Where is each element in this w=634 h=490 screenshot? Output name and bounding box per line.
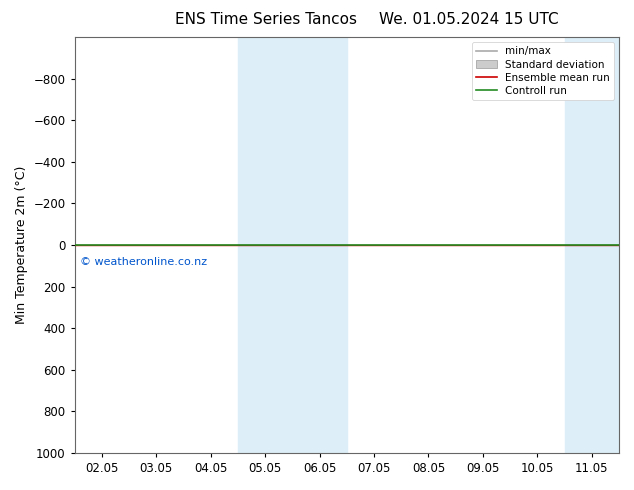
Bar <box>564 37 634 453</box>
Bar <box>238 37 347 453</box>
Text: © weatheronline.co.nz: © weatheronline.co.nz <box>80 257 207 268</box>
Text: ENS Time Series Tancos: ENS Time Series Tancos <box>175 12 358 27</box>
Text: We. 01.05.2024 15 UTC: We. 01.05.2024 15 UTC <box>379 12 559 27</box>
Legend: min/max, Standard deviation, Ensemble mean run, Controll run: min/max, Standard deviation, Ensemble me… <box>472 42 614 100</box>
Y-axis label: Min Temperature 2m (°C): Min Temperature 2m (°C) <box>15 166 28 324</box>
